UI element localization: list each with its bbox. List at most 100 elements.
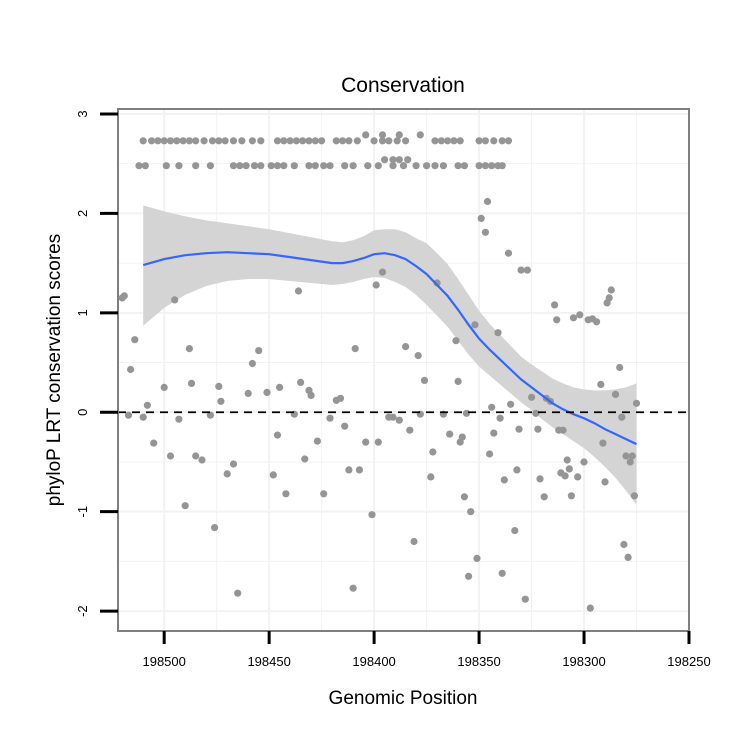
data-point xyxy=(500,476,508,484)
data-point xyxy=(395,156,403,164)
data-point xyxy=(234,589,242,597)
data-point xyxy=(580,458,588,466)
data-point xyxy=(139,413,147,421)
data-point xyxy=(282,490,290,498)
data-point xyxy=(173,137,181,145)
data-point xyxy=(517,266,525,274)
data-point xyxy=(244,389,252,397)
y-axis-label: phyloP LRT conservation scores xyxy=(44,234,65,507)
y-axis: -2 -1 0 1 2 3 xyxy=(75,110,118,617)
data-point xyxy=(229,162,238,170)
data-point xyxy=(345,137,353,145)
data-point xyxy=(143,401,151,409)
data-point xyxy=(475,162,483,170)
data-point xyxy=(521,595,529,603)
data-point xyxy=(215,137,223,145)
data-point xyxy=(313,437,321,445)
y-tick-label: -2 xyxy=(75,605,90,617)
data-point xyxy=(540,493,548,501)
y-tick-label: 0 xyxy=(75,409,90,416)
x-tick-label: 198400 xyxy=(352,654,395,669)
data-point xyxy=(395,416,403,424)
data-point xyxy=(423,162,431,170)
data-point xyxy=(431,162,439,170)
data-point xyxy=(280,137,288,145)
data-point xyxy=(586,604,594,612)
data-point xyxy=(326,162,334,170)
data-point xyxy=(402,343,410,351)
data-point xyxy=(481,162,489,170)
data-point xyxy=(124,411,133,419)
data-point xyxy=(473,554,481,563)
data-point xyxy=(355,466,363,474)
data-point xyxy=(437,137,445,145)
data-point xyxy=(273,162,282,170)
data-point xyxy=(622,452,630,460)
data-point xyxy=(385,137,393,145)
confidence-band xyxy=(143,205,637,505)
y-tick-label: 2 xyxy=(75,210,90,217)
data-point xyxy=(311,162,319,170)
data-point xyxy=(593,318,601,326)
data-point xyxy=(378,268,387,276)
data-point xyxy=(454,162,462,170)
data-point xyxy=(460,493,468,501)
data-point xyxy=(488,403,496,411)
data-point xyxy=(389,413,397,421)
data-point xyxy=(465,572,473,580)
data-point xyxy=(574,473,582,481)
data-point xyxy=(255,347,263,355)
y-tick-label: 3 xyxy=(75,110,90,117)
chart-title: Conservation xyxy=(341,74,465,97)
data-point xyxy=(374,162,382,170)
data-point xyxy=(630,492,639,500)
data-point xyxy=(389,156,397,164)
data-point xyxy=(162,162,170,170)
data-point xyxy=(511,527,519,535)
data-point xyxy=(632,399,641,407)
data-point xyxy=(273,137,282,145)
x-tick-label: 198300 xyxy=(562,654,605,669)
data-point xyxy=(454,377,462,385)
data-point xyxy=(559,426,567,434)
data-point xyxy=(628,452,636,460)
data-point xyxy=(351,345,359,353)
x-tick-label: 198450 xyxy=(247,654,290,669)
data-point xyxy=(257,162,265,170)
data-point xyxy=(378,131,387,139)
data-point xyxy=(154,137,162,145)
data-point xyxy=(267,162,275,170)
data-point xyxy=(605,294,613,302)
data-point xyxy=(460,162,468,170)
data-point xyxy=(263,388,271,396)
data-point xyxy=(624,553,632,562)
data-point xyxy=(301,455,309,463)
data-point xyxy=(217,397,225,405)
data-point xyxy=(532,409,540,417)
data-point xyxy=(626,458,634,466)
data-point xyxy=(311,137,319,145)
data-point xyxy=(402,137,410,145)
data-point xyxy=(286,137,294,145)
data-point xyxy=(276,383,284,391)
data-point xyxy=(221,137,229,145)
data-point xyxy=(229,460,238,468)
data-point xyxy=(471,321,479,329)
data-point xyxy=(307,391,315,399)
data-point xyxy=(175,162,183,170)
data-point xyxy=(211,524,219,532)
data-point xyxy=(192,452,200,460)
data-point xyxy=(160,137,168,145)
data-point xyxy=(150,439,158,447)
data-point xyxy=(444,137,452,145)
data-point xyxy=(206,411,214,419)
data-point xyxy=(374,438,382,446)
data-point xyxy=(372,281,380,289)
data-point xyxy=(569,314,578,322)
data-point xyxy=(498,162,506,170)
data-point xyxy=(160,383,168,391)
data-point xyxy=(192,137,200,145)
data-point xyxy=(446,430,454,438)
data-point xyxy=(320,490,328,498)
data-point xyxy=(257,137,265,145)
